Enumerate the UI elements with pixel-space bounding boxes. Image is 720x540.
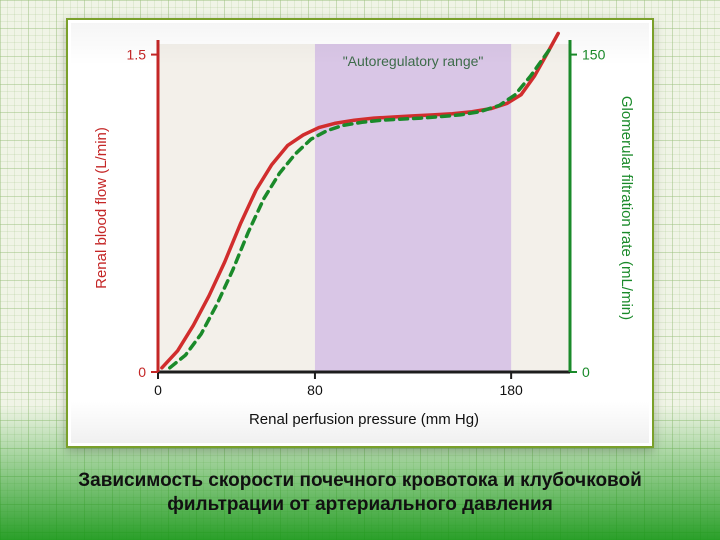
renal-autoregulation-chart: "Autoregulatory range" 0 80 180 Renal perfus…: [68, 20, 652, 446]
autoregulatory-range-label: "Autoregulatory range": [343, 53, 484, 69]
svg-text:0: 0: [138, 364, 146, 380]
svg-text:150: 150: [582, 47, 606, 63]
right-axis-label: Glomerular filtration rate (mL/min): [618, 96, 635, 320]
slide: "Autoregulatory range" 0 80 180 Renal perfus…: [0, 0, 720, 540]
svg-text:180: 180: [499, 382, 523, 398]
x-axis-label: Renal perfusion pressure (mm Hg): [249, 411, 479, 428]
svg-text:0: 0: [154, 382, 162, 398]
caption-line-2: фильтрации от артериального давления: [0, 493, 720, 518]
chart-frame: "Autoregulatory range" 0 80 180 Renal perfus…: [66, 18, 654, 448]
svg-text:1.5: 1.5: [127, 47, 147, 63]
svg-text:80: 80: [307, 382, 323, 398]
caption: Зависимость скорости почечного кровотока…: [0, 469, 720, 518]
svg-text:0: 0: [582, 364, 590, 380]
left-axis-label: Renal blood flow (L/min): [93, 127, 110, 289]
caption-line-1: Зависимость скорости почечного кровотока…: [0, 469, 720, 494]
